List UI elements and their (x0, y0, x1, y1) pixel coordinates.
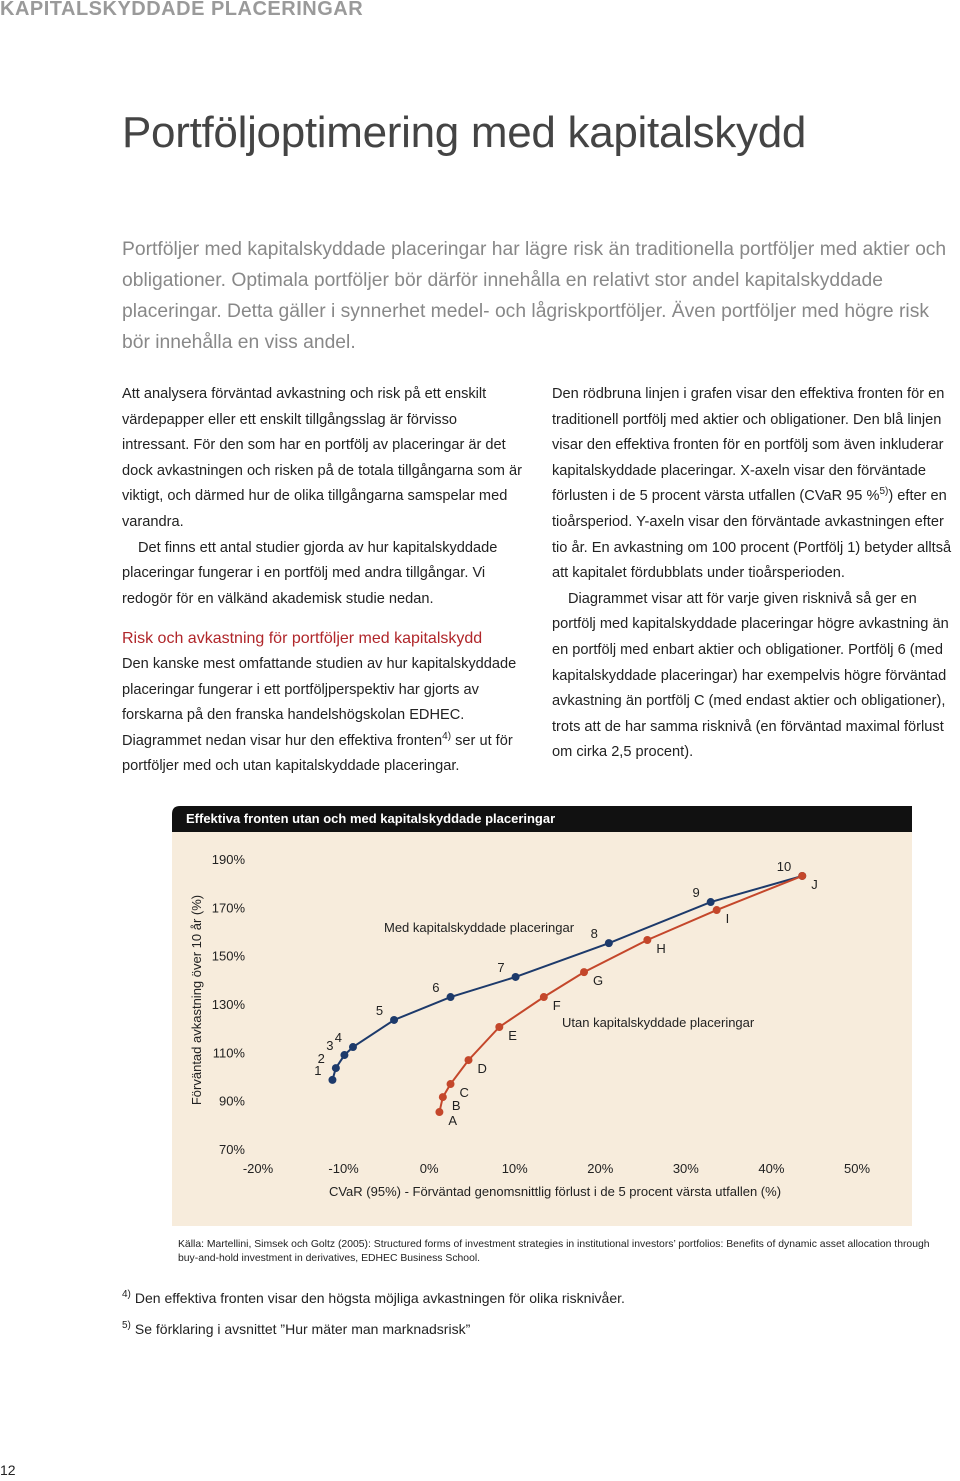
source-note: Källa: Martellini, Simsek och Goltz (200… (178, 1239, 930, 1264)
data-point (446, 1080, 455, 1089)
data-point (643, 935, 652, 944)
x-tick-label: 10% (502, 1161, 528, 1176)
footnote-ref: 4) (442, 730, 452, 742)
data-point (435, 1108, 444, 1117)
point-label: 2 (318, 1051, 325, 1066)
y-tick-label: 70% (219, 1142, 245, 1157)
point-label: 4 (335, 1030, 342, 1045)
y-tick-label: 190% (212, 852, 246, 867)
x-tick-label: 0% (420, 1161, 439, 1176)
point-label: 7 (497, 960, 504, 975)
paragraph: Den rödbruna linjen i grafen visar den e… (552, 382, 956, 587)
data-point (511, 972, 520, 981)
subheading: Risk och avkastning för portföljer med k… (122, 630, 483, 648)
footnote-ref: 5) (879, 486, 889, 498)
text: Den rödbruna linjen i grafen visar den e… (552, 386, 945, 505)
y-tick-label: 110% (213, 1045, 246, 1060)
x-axis-label: CVaR (95%) - Förväntad genomsnittlig för… (329, 1184, 781, 1199)
text: ) efter en tioårsperiod. Y-axeln visar d… (552, 488, 952, 582)
data-point (331, 1064, 340, 1073)
data-point (340, 1051, 349, 1060)
point-label: C (460, 1085, 469, 1100)
data-point (328, 1075, 337, 1084)
paragraph: Den kanske mest omfattande studien av hu… (122, 652, 522, 780)
point-label: 5 (376, 1003, 383, 1018)
data-point (539, 993, 548, 1002)
x-tick-label: 50% (844, 1161, 870, 1176)
series-label: Med kapitalskyddade placeringar (384, 920, 575, 935)
paragraph: Det finns ett antal studier gjorda av hu… (122, 539, 498, 607)
point-label: G (593, 973, 603, 988)
point-label: J (811, 877, 818, 892)
frontier-line (438, 875, 803, 1113)
title-bar (172, 806, 912, 832)
point-label: 6 (432, 980, 439, 995)
right-column: Den rödbruna linjen i grafen visar den e… (552, 382, 956, 766)
point-label: 1 (314, 1063, 321, 1078)
y-tick-label: 90% (219, 1094, 245, 1109)
page-title: Portföljoptimering med kapitalskydd (122, 108, 807, 157)
footnote-text: Se förklaring i avsnittet ”Hur mäter man… (134, 1321, 471, 1337)
footnote-mark: 4) (122, 1289, 131, 1300)
page-number: 12 (0, 1462, 16, 1478)
data-point (348, 1043, 357, 1052)
chart-background (172, 832, 912, 1226)
chart-title: Effektiva fronten utan och med kapitalsk… (186, 811, 555, 826)
left-column: Att analysera förväntad avkastning och r… (122, 382, 522, 780)
point-label: 8 (591, 926, 598, 941)
y-axis-label: Förväntad avkastning över 10 år (%) (189, 895, 204, 1105)
footnote: 4) Den effektiva fronten visar den högsta… (122, 1289, 625, 1307)
point-label: F (553, 998, 561, 1013)
x-tick-label: 40% (758, 1161, 784, 1176)
footnote: 5) Se förklaring i avsnittet ”Hur mäter m… (122, 1320, 471, 1338)
text: Den kanske mest omfattande studien av hu… (122, 655, 517, 749)
point-label: H (656, 941, 665, 956)
x-tick-label: -10% (328, 1161, 359, 1176)
data-point (464, 1056, 473, 1065)
y-tick-label: 170% (212, 900, 246, 915)
x-tick-label: 20% (587, 1161, 613, 1176)
data-point (495, 1022, 504, 1031)
text: ser ut för portföljer med och utan kapit… (122, 732, 513, 775)
data-point (798, 871, 807, 880)
point-label: 10 (777, 859, 791, 874)
footnote-mark: 5) (122, 1320, 131, 1331)
point-label: B (452, 1098, 461, 1113)
data-point (438, 1093, 447, 1102)
point-label: A (448, 1113, 457, 1128)
lead-paragraph: Portföljer med kapitalskyddade placering… (122, 239, 947, 353)
data-point (604, 939, 613, 948)
y-tick-label: 130% (212, 997, 246, 1012)
footnote-text: Den effektiva fronten visar den högsta m… (134, 1290, 625, 1306)
series-label: Utan kapitalskyddade placeringar (562, 1015, 755, 1030)
paragraph: Diagrammet visar att för varje given ris… (552, 590, 949, 761)
point-label: 3 (326, 1038, 333, 1053)
y-tick-label: 150% (212, 949, 246, 964)
paragraph: Att analysera förväntad avkastning och r… (122, 386, 522, 530)
data-point (706, 898, 715, 907)
data-point (580, 968, 589, 977)
data-point (712, 906, 721, 915)
chart: Effektiva fronten utan och med kapitalsk… (172, 806, 912, 1226)
point-label: E (508, 1028, 517, 1043)
section-header: KAPITALSKYDDADE PLACERINGAR (0, 0, 364, 20)
data-point (390, 1015, 399, 1024)
point-label: I (726, 911, 730, 926)
frontier-line (331, 874, 803, 1081)
x-tick-label: -20% (243, 1161, 274, 1176)
point-label: 9 (692, 885, 699, 900)
x-tick-label: 30% (673, 1161, 699, 1176)
point-label: D (478, 1061, 487, 1076)
data-point (446, 993, 455, 1002)
